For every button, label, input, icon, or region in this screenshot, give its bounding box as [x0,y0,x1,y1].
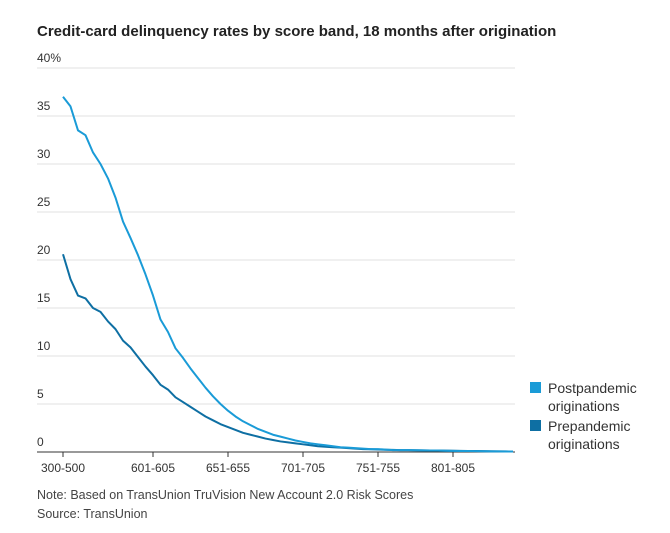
x-tick-label: 751-755 [356,461,400,475]
y-tick-label: 30 [37,147,51,161]
y-tick-label: 40% [37,51,61,65]
y-tick-label: 10 [37,339,51,353]
y-tick-label: 0 [37,435,44,449]
x-tick-label: 801-805 [431,461,475,475]
y-tick-label: 20 [37,243,51,257]
series-line [62,96,513,453]
note: Note: Based on TransUnion TruVision New … [37,488,414,502]
y-tick-label: 35 [37,99,51,113]
y-tick-label: 15 [37,291,51,305]
x-tick-label: 651-655 [206,461,250,475]
legend-swatch [530,382,541,393]
source: Source: TransUnion [37,507,148,521]
legend-label: Prepandemic originations [548,418,631,452]
series-line [62,253,514,453]
chart-title: Credit-card delinquency rates by score b… [37,23,556,40]
x-tick-label: 601-605 [131,461,175,475]
legend-item: Prepandemic originations [530,417,658,453]
legend-label: Postpandemic originations [548,380,637,414]
x-tick-label: 300-500 [41,461,85,475]
y-tick-label: 25 [37,195,51,209]
y-tick-label: 5 [37,387,44,401]
legend-swatch [530,420,541,431]
x-tick-label: 701-705 [281,461,325,475]
legend-item: Postpandemic originations [530,379,658,415]
